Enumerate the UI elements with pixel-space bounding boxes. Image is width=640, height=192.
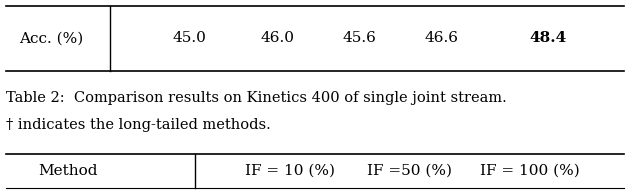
- Text: IF = 10 (%): IF = 10 (%): [245, 164, 335, 178]
- Text: 45.0: 45.0: [172, 31, 206, 45]
- Text: Method: Method: [38, 164, 97, 178]
- Text: † indicates the long-tailed methods.: † indicates the long-tailed methods.: [6, 118, 271, 132]
- Text: 46.6: 46.6: [424, 31, 458, 45]
- Text: Acc. (%): Acc. (%): [19, 31, 83, 45]
- Text: 46.0: 46.0: [260, 31, 294, 45]
- Text: IF = 100 (%): IF = 100 (%): [479, 164, 579, 178]
- Text: IF =50 (%): IF =50 (%): [367, 164, 452, 178]
- Text: Table 2:  Comparison results on Kinetics 400 of single joint stream.: Table 2: Comparison results on Kinetics …: [6, 91, 507, 105]
- Text: 48.4: 48.4: [530, 31, 567, 45]
- Text: 45.6: 45.6: [342, 31, 376, 45]
